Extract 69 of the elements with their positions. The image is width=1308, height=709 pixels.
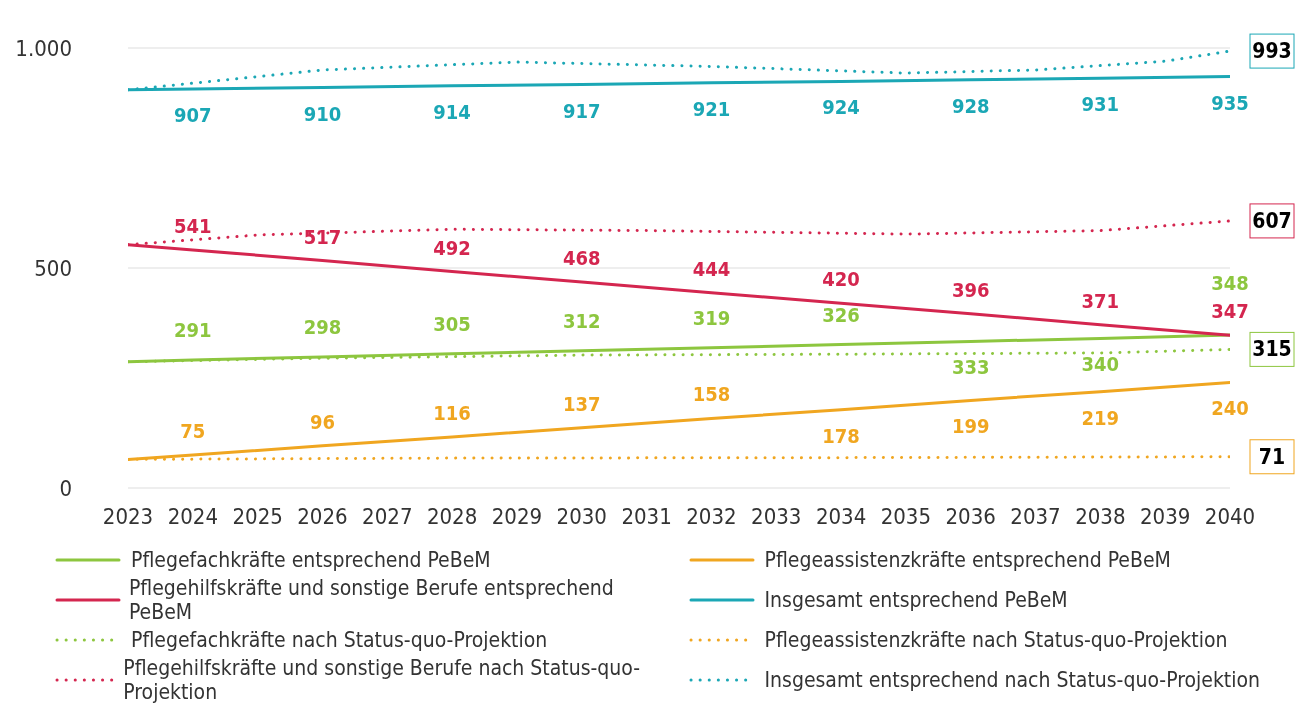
x-tick-label: 2036	[945, 503, 996, 529]
data-label: 319	[692, 305, 731, 330]
data-label: 340	[1081, 352, 1120, 377]
data-label: 993	[1252, 39, 1292, 64]
data-label: 348	[1211, 270, 1249, 295]
x-tick-label: 2040	[1204, 503, 1256, 529]
data-label: 305	[433, 311, 471, 336]
data-label: 137	[562, 391, 601, 416]
data-label: 240	[1211, 396, 1249, 421]
y-tick-label: 0	[59, 475, 72, 501]
y-tick-label: 1.000	[15, 35, 72, 61]
x-tick-label: 2023	[102, 503, 154, 529]
legend-label: Pflegefachkräfte nach Status-quo-Projektion	[131, 628, 548, 652]
data-label: 607	[1252, 208, 1292, 233]
data-label: 75	[180, 419, 206, 443]
data-label: 116	[433, 400, 471, 425]
x-tick-label: 2028	[426, 503, 478, 529]
data-label: 347	[1211, 299, 1249, 324]
legend-label: Insgesamt entsprechend PeBeM	[764, 588, 1068, 612]
data-label: 928	[951, 93, 990, 118]
x-tick-label: 2038	[1075, 503, 1126, 529]
data-label: 96	[309, 409, 335, 434]
data-label: 924	[822, 95, 860, 120]
data-label: 420	[822, 267, 860, 292]
data-label: 541	[174, 213, 212, 238]
data-label: 935	[1211, 90, 1249, 115]
data-label: 312	[562, 308, 601, 333]
legend-label: Pflegeassistenzkräfte entsprechend PeBeM	[764, 548, 1171, 572]
data-label: 921	[692, 96, 731, 121]
legend-label: Insgesamt entsprechend nach Status-quo-Projektion	[764, 668, 1261, 692]
x-tick-label: 2031	[621, 503, 672, 529]
data-label: 396	[951, 277, 990, 302]
y-tick-label: 500	[34, 255, 72, 281]
data-label: 917	[562, 98, 601, 123]
data-label: 907	[174, 102, 212, 127]
data-label: 199	[951, 414, 990, 439]
x-tick-label: 2032	[686, 503, 737, 529]
legend-label: Pflegehilfskräfte und sonstige Berufe entsprechend PeBeM	[128, 576, 615, 624]
data-label: 468	[562, 246, 601, 271]
x-tick-label: 2029	[491, 503, 543, 529]
data-label: 326	[822, 302, 860, 327]
x-tick-label: 2034	[815, 503, 867, 529]
data-label: 71	[1258, 444, 1286, 469]
data-label: 931	[1081, 92, 1120, 117]
data-label: 444	[692, 256, 731, 281]
data-label: 291	[174, 317, 212, 342]
data-label: 492	[433, 235, 471, 260]
legend-label: Pflegehilfskräfte und sonstige Berufe nach Status-quo-Projektion	[123, 656, 642, 704]
x-tick-label: 2024	[167, 503, 218, 529]
data-label: 219	[1081, 405, 1120, 430]
legend-label: Pflegefachkräfte entsprechend PeBeM	[131, 548, 491, 572]
data-label: 371	[1081, 288, 1120, 313]
x-tick-label: 2025	[232, 503, 283, 529]
data-label: 910	[303, 101, 342, 126]
data-label: 178	[822, 423, 860, 448]
data-label: 315	[1252, 337, 1292, 362]
data-label: 158	[692, 382, 731, 407]
data-label: 333	[951, 355, 990, 380]
x-tick-label: 2030	[556, 503, 607, 529]
x-tick-label: 2033	[751, 503, 802, 529]
legend-label: Pflegeassistenzkräfte nach Status-quo-Projektion	[764, 628, 1228, 652]
data-label: 914	[433, 99, 471, 124]
x-tick-label: 2026	[297, 503, 348, 529]
x-tick-label: 2035	[880, 503, 932, 529]
data-label: 298	[303, 314, 342, 339]
x-tick-label: 2027	[362, 503, 413, 529]
x-tick-label: 2037	[1010, 503, 1061, 529]
x-tick-label: 2039	[1140, 503, 1191, 529]
data-label: 517	[303, 224, 342, 249]
